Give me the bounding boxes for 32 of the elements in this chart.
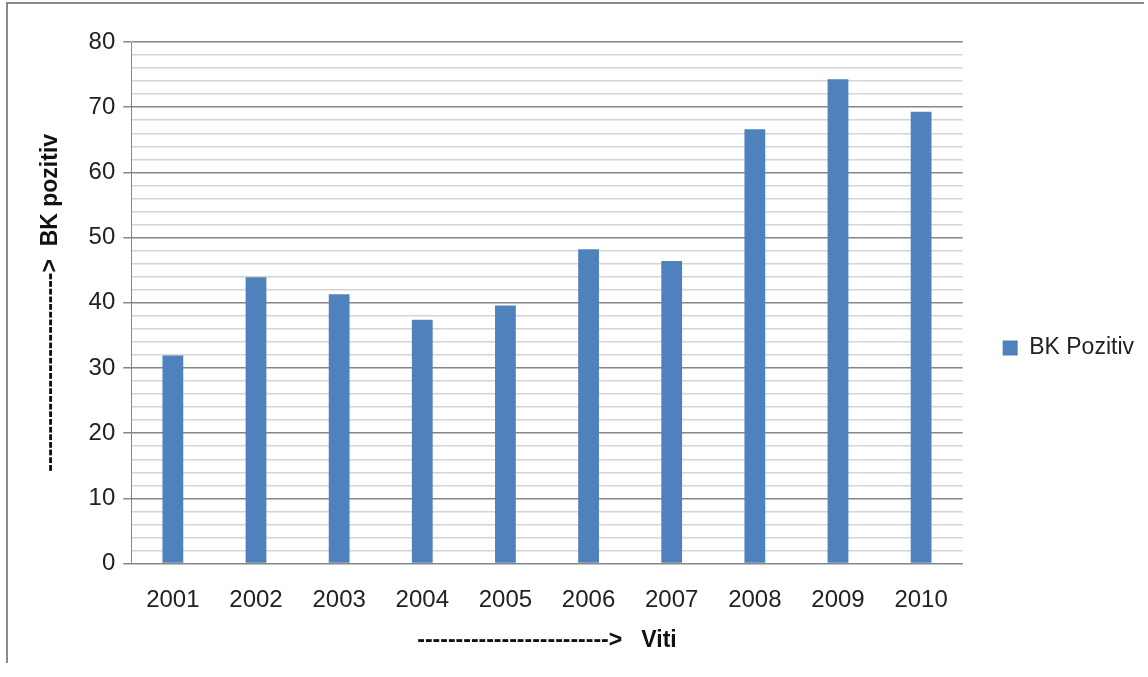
bar [744,129,766,563]
y-tick-label: 40 [88,287,116,315]
x-tick-label: 2002 [229,584,283,612]
bar [910,111,932,563]
y-axis-title: --------------------------> BK pozitiv [36,133,63,472]
bar [162,355,184,563]
x-tick-label: 2003 [312,584,366,612]
x-tick-label: 2005 [478,584,533,612]
y-tick-label: 30 [88,352,116,380]
y-tick-label: 80 [88,26,116,54]
x-tick-label: 2010 [894,584,948,612]
y-tick-label: 60 [88,157,116,185]
bar [328,294,350,563]
y-tick-label: 50 [88,222,116,250]
bar [245,277,267,563]
x-axis-title: -------------------------> Viti [417,625,677,652]
x-tick-label: 2007 [645,584,699,612]
bar [495,305,516,563]
x-tick-label: 2004 [395,584,449,612]
bar [827,79,849,563]
y-tick-label: 10 [88,483,116,511]
y-tick-label: 20 [88,417,116,445]
x-tick-label: 2001 [146,584,200,612]
y-tick-label: 0 [101,548,116,576]
bar [411,319,433,563]
bar [661,261,683,563]
x-tick-label: 2006 [561,584,616,612]
legend-label: BK Pozitiv [1029,333,1135,360]
x-tick-label: 2008 [728,584,782,612]
y-tick-label: 70 [88,91,116,119]
x-tick-label: 2009 [811,584,865,612]
bar [578,249,599,563]
